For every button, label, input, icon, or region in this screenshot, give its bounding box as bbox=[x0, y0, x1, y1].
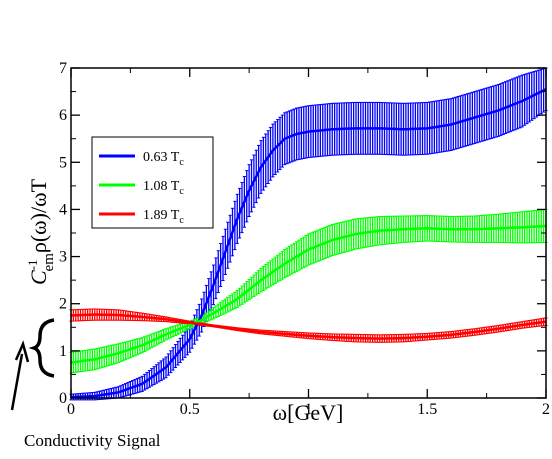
x-tick-label: 0 bbox=[67, 401, 75, 418]
y-axis-label-sup: -1 bbox=[25, 259, 40, 270]
arrow-head-icon bbox=[14, 340, 30, 363]
axis-ticks-layer: 0 0.5 1 1.5 2 0 1 2 3 4 5 6 7 bbox=[59, 60, 550, 418]
y-tick-label: 7 bbox=[59, 60, 67, 77]
x-tick-label: 2 bbox=[542, 401, 550, 418]
y-tick-label: 6 bbox=[59, 107, 67, 124]
y-tick-label: 2 bbox=[59, 296, 67, 313]
y-axis-label-rest: ρ(ω)/ωT bbox=[26, 178, 51, 253]
y-tick-label: 4 bbox=[59, 201, 67, 218]
x-tick-label: 1.5 bbox=[417, 401, 437, 418]
y-tick-label: 0 bbox=[59, 390, 67, 407]
annotation-conductivity-signal: Conductivity Signal bbox=[24, 431, 161, 450]
legend-label: 1.89 Tc bbox=[143, 208, 184, 226]
x-tick-label: 1 bbox=[305, 401, 313, 418]
y-axis-label-prefix: C bbox=[26, 270, 51, 285]
y-tick-label: 1 bbox=[59, 343, 67, 360]
legend: 0.63 Tc 1.08 Tc 1.89 Tc bbox=[91, 136, 214, 229]
x-tick-label: 0.5 bbox=[180, 401, 200, 418]
curly-brace-icon bbox=[28, 318, 55, 378]
x-axis-label: ω[GeV] bbox=[273, 400, 344, 425]
series-lines-layer bbox=[70, 88, 547, 399]
y-tick-label: 5 bbox=[59, 154, 67, 171]
arrow-shaft bbox=[10, 353, 24, 411]
y-axis-label: C-1emρ(ω)/ωT bbox=[25, 178, 57, 285]
legend-label: 0.63 Tc bbox=[143, 150, 184, 168]
y-tick-label: 3 bbox=[59, 249, 67, 266]
y-axis-label-sub: em bbox=[41, 253, 57, 272]
legend-label: 1.08 Tc bbox=[143, 179, 184, 197]
